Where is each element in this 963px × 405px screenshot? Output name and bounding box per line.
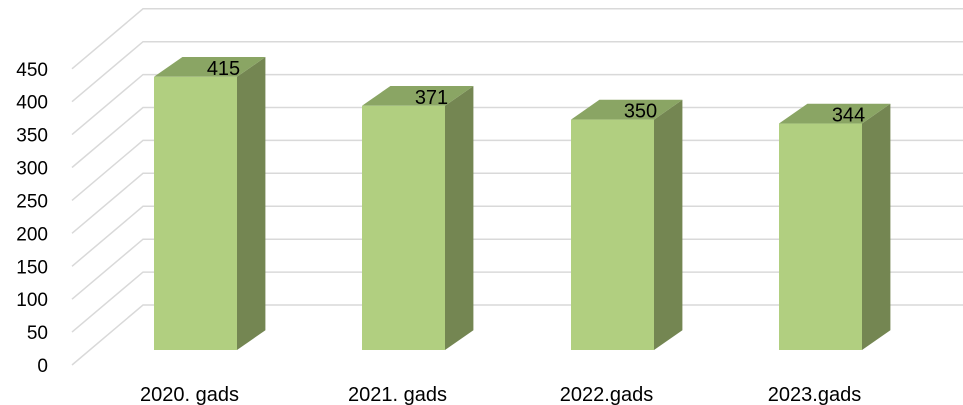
category-label-2: 2021. gads <box>348 384 447 405</box>
category-label-1: 2020. gads <box>140 384 239 405</box>
y-tick-label-400: 400 <box>16 93 48 114</box>
bar-front-4 <box>779 123 862 350</box>
bar-side-4 <box>862 103 891 350</box>
gridline-100 <box>71 238 963 300</box>
y-tick-label-150: 150 <box>16 257 48 278</box>
x-axis-category-labels: 2020. gads 2021. gads 2022.gads 2023.gads <box>140 384 861 405</box>
y-tick-label-50: 50 <box>27 323 48 344</box>
y-tick-label-200: 200 <box>16 224 48 245</box>
category-label-4: 2023.gads <box>768 384 861 405</box>
y-tick-label-350: 350 <box>16 126 48 147</box>
y-tick-label-100: 100 <box>16 290 48 311</box>
gridline-450 <box>71 8 963 70</box>
gridline-0 <box>71 304 963 366</box>
bar-2 <box>362 85 474 351</box>
bars <box>154 57 891 351</box>
bar-top-3 <box>571 99 683 120</box>
gridline-350 <box>71 73 963 136</box>
gridlines <box>71 8 963 366</box>
data-labels: 415 371 350 344 <box>207 58 865 127</box>
category-label-3: 2022.gads <box>560 384 653 405</box>
bar-side-3 <box>654 99 683 350</box>
y-tick-label-300: 300 <box>16 159 48 180</box>
gridline-400 <box>71 40 963 103</box>
data-label-1: 415 <box>207 58 240 80</box>
data-label-3: 350 <box>624 101 657 123</box>
gridline-300 <box>71 106 963 169</box>
y-tick-label-450: 450 <box>16 60 48 81</box>
bar-top-1 <box>154 57 266 77</box>
bar-side-1 <box>237 57 266 351</box>
data-label-4: 344 <box>832 105 865 127</box>
bar-front-1 <box>154 76 237 351</box>
bar-top-4 <box>779 103 891 124</box>
gridline-50 <box>71 271 963 333</box>
data-label-2: 371 <box>415 87 448 109</box>
gridline-200 <box>71 172 963 234</box>
bar-4 <box>779 103 891 350</box>
y-tick-label-250: 250 <box>16 191 48 212</box>
bar-3 <box>571 99 683 350</box>
y-axis-tick-labels: 0 50 100 150 200 250 300 350 400 450 <box>16 60 48 377</box>
gridline-250 <box>71 139 963 201</box>
bar-side-2 <box>445 85 474 350</box>
gridline-150 <box>71 205 963 267</box>
y-tick-label-0: 0 <box>37 356 48 377</box>
bar-front-2 <box>362 105 445 351</box>
bar-top-2 <box>362 85 474 106</box>
bar-1 <box>154 57 266 351</box>
bar-front-3 <box>571 119 654 350</box>
